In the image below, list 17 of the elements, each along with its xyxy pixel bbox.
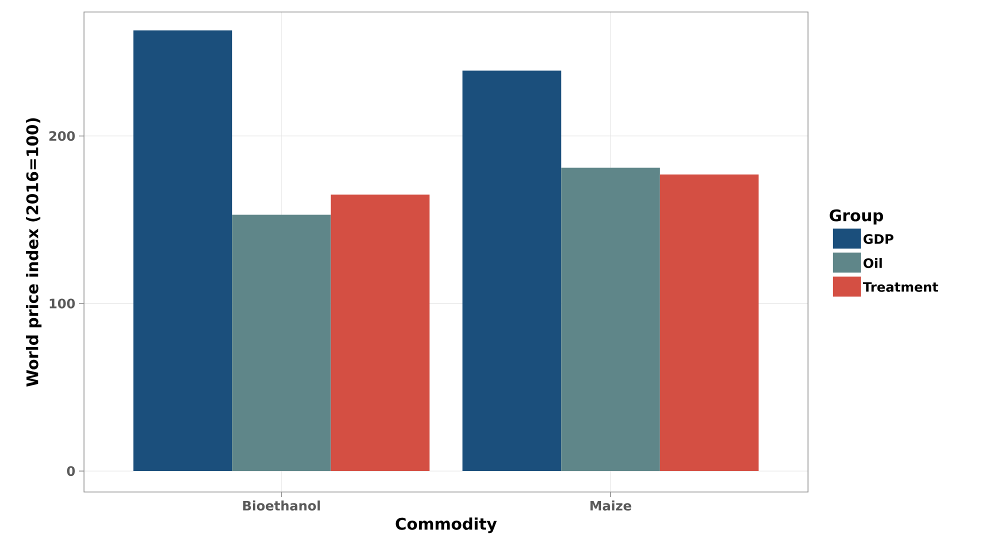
bar (462, 70, 562, 472)
legend-title: Group (830, 209, 884, 225)
bar (232, 214, 331, 472)
y-tick-label: 200 (49, 131, 75, 141)
bar (660, 174, 759, 472)
y-tick-label: 100 (50, 298, 75, 308)
y-axis-title: World price index (2016=100) (26, 118, 42, 387)
bar (330, 194, 430, 472)
legend-label: Treatment (862, 282, 938, 292)
legend-label: Oil (864, 258, 882, 268)
bar (133, 30, 232, 472)
x-tick-label: Bioethanol (243, 500, 320, 511)
legend-label: GDP (864, 234, 894, 244)
x-tick-label: Maize (590, 500, 632, 511)
y-tick-label: 0 (67, 466, 75, 476)
bar (561, 168, 660, 472)
x-axis-title: Commodity (396, 517, 497, 534)
